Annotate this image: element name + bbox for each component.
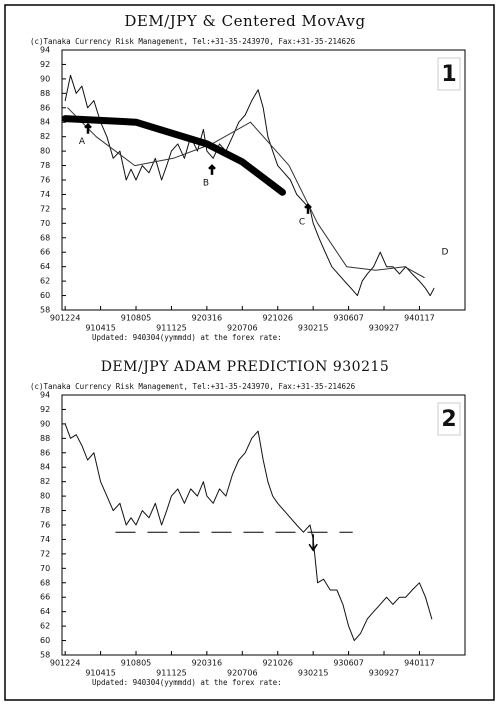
x-tick-label: 901224 xyxy=(50,314,81,323)
y-tick-label: 72 xyxy=(40,204,50,213)
y-tick-label: 60 xyxy=(40,636,50,645)
x-tick-label: 920316 xyxy=(192,314,223,323)
y-tick-label: 70 xyxy=(40,564,50,573)
y-tick-label: 68 xyxy=(40,233,50,242)
chart-subtitle: (c)Tanaka Currency Risk Management, Tel:… xyxy=(30,37,356,46)
annotation: C xyxy=(299,217,305,227)
x-tick-label: 921026 xyxy=(262,314,293,323)
y-tick-label: 90 xyxy=(40,419,50,428)
y-tick-label: 60 xyxy=(40,291,50,300)
x-tick-label: 910805 xyxy=(121,659,152,668)
y-tick-label: 84 xyxy=(40,463,50,472)
x-tick-label: 910415 xyxy=(85,324,116,333)
y-tick-label: 80 xyxy=(40,492,50,501)
x-tick-label: 930927 xyxy=(369,669,400,678)
x-tick-label: 911125 xyxy=(156,669,187,678)
x-tick-label: 930607 xyxy=(333,314,364,323)
x-tick-label: 920316 xyxy=(192,659,223,668)
y-tick-label: 82 xyxy=(40,477,50,486)
y-tick-label: 66 xyxy=(40,248,50,257)
panel-label: 2 xyxy=(441,407,456,432)
x-tick-label: 930927 xyxy=(369,324,400,333)
annotation-arrow xyxy=(84,122,92,134)
y-tick-label: 74 xyxy=(40,535,50,544)
footer: Updated: 940304(yymmdd) at the forex rat… xyxy=(92,678,282,687)
y-tick-label: 76 xyxy=(40,176,50,185)
y-tick-label: 92 xyxy=(40,60,50,69)
annotation-arrow xyxy=(208,164,216,175)
y-tick-label: 58 xyxy=(40,651,50,660)
plot-area xyxy=(61,394,466,656)
x-tick-label: 901224 xyxy=(50,659,81,668)
y-tick-label: 78 xyxy=(40,506,50,515)
x-tick-label: 930607 xyxy=(333,659,364,668)
annotation-arrow xyxy=(304,203,312,214)
y-tick-label: 62 xyxy=(40,277,50,286)
y-tick-label: 62 xyxy=(40,622,50,631)
y-tick-label: 94 xyxy=(40,391,50,400)
y-tick-label: 76 xyxy=(40,521,50,530)
y-tick-label: 68 xyxy=(40,578,50,587)
frame xyxy=(4,4,495,701)
x-tick-label: 940117 xyxy=(404,314,435,323)
panel-label-box xyxy=(437,402,461,436)
chart-title: DEM/JPY ADAM PREDICTION 930215 xyxy=(101,359,390,375)
x-tick-label: 940117 xyxy=(404,659,435,668)
y-tick-label: 90 xyxy=(40,74,50,83)
annotation: D xyxy=(442,248,449,258)
series-line xyxy=(64,74,435,297)
x-tick-label: 930215 xyxy=(298,669,329,678)
chart-title: DEM/JPY & Centered MovAvg xyxy=(124,12,365,30)
y-tick-label: 80 xyxy=(40,147,50,156)
y-tick-label: 66 xyxy=(40,593,50,602)
x-tick-label: 920706 xyxy=(227,669,258,678)
x-tick-label: 921026 xyxy=(262,659,293,668)
y-tick-label: 92 xyxy=(40,405,50,414)
y-tick-label: 78 xyxy=(40,161,50,170)
x-tick-label: 920706 xyxy=(227,324,258,333)
footer: Updated: 940304(yymmdd) at the forex rat… xyxy=(92,333,282,342)
y-tick-label: 86 xyxy=(40,448,50,457)
y-tick-label: 86 xyxy=(40,103,50,112)
chart-subtitle: (c)Tanaka Currency Risk Management, Tel:… xyxy=(30,382,356,391)
y-tick-label: 72 xyxy=(40,549,50,558)
series-line xyxy=(67,107,425,278)
series-line xyxy=(61,115,286,196)
series-line xyxy=(64,423,433,642)
y-tick-label: 88 xyxy=(40,89,50,98)
y-tick-label: 82 xyxy=(40,132,50,141)
panel-label: 1 xyxy=(441,62,456,87)
x-tick-label: 910805 xyxy=(121,314,152,323)
y-tick-label: 70 xyxy=(40,219,50,228)
y-tick-label: 84 xyxy=(40,118,50,127)
y-tick-label: 88 xyxy=(40,434,50,443)
y-tick-label: 58 xyxy=(40,306,50,315)
x-tick-label: 930215 xyxy=(298,324,329,333)
y-tick-label: 64 xyxy=(40,607,50,616)
annotation: B xyxy=(203,178,209,188)
panel-label-box xyxy=(437,57,461,91)
y-tick-label: 64 xyxy=(40,262,50,271)
x-tick-label: 911125 xyxy=(156,324,187,333)
annotation: A xyxy=(79,137,86,147)
y-tick-label: 74 xyxy=(40,190,50,199)
y-tick-label: 94 xyxy=(40,46,50,55)
x-tick-label: 910415 xyxy=(85,669,116,678)
